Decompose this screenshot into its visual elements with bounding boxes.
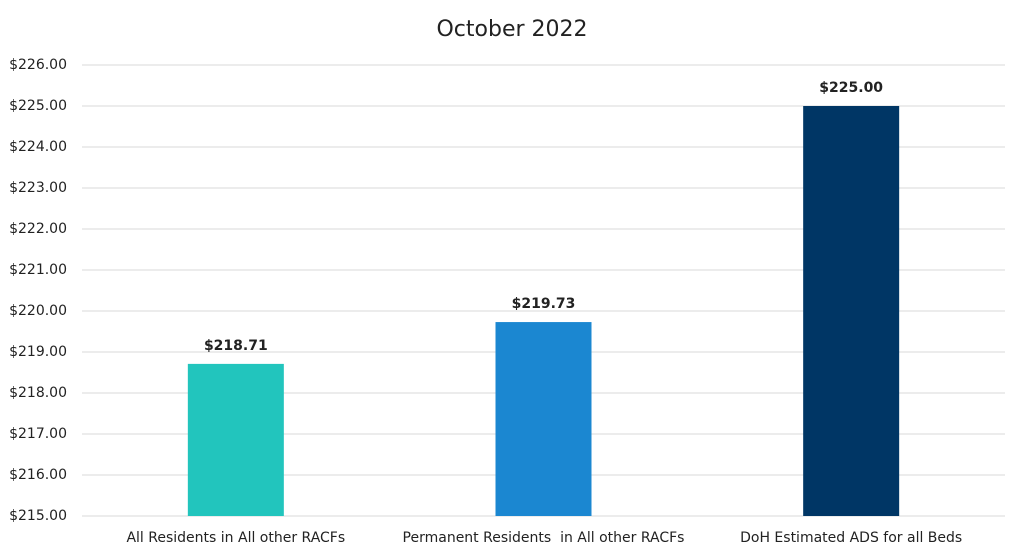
value-label: $218.71 xyxy=(204,338,268,354)
y-tick-label: $216.00 xyxy=(9,467,67,483)
x-tick-label: DoH Estimated ADS for all Beds xyxy=(740,530,962,546)
value-label: $219.73 xyxy=(512,296,576,312)
y-tick-label: $225.00 xyxy=(9,98,67,114)
bar xyxy=(803,106,900,516)
value-label: $225.00 xyxy=(819,80,883,96)
y-tick-label: $217.00 xyxy=(9,426,67,442)
y-tick-label: $219.00 xyxy=(9,344,67,360)
y-tick-label: $226.00 xyxy=(9,57,67,73)
x-tick-label: All Residents in All other RACFs xyxy=(126,530,345,546)
y-tick-label: $221.00 xyxy=(9,262,67,278)
bar xyxy=(187,363,284,516)
bar xyxy=(495,322,592,516)
y-tick-label: $223.00 xyxy=(9,180,67,196)
y-tick-label: $224.00 xyxy=(9,139,67,155)
y-tick-label: $222.00 xyxy=(9,221,67,237)
x-tick-label: Permanent Residents in All other RACFs xyxy=(403,530,685,546)
y-tick-label: $215.00 xyxy=(9,508,67,524)
y-tick-label: $218.00 xyxy=(9,385,67,401)
chart-title: October 2022 xyxy=(436,17,587,42)
y-tick-label: $220.00 xyxy=(9,303,67,319)
